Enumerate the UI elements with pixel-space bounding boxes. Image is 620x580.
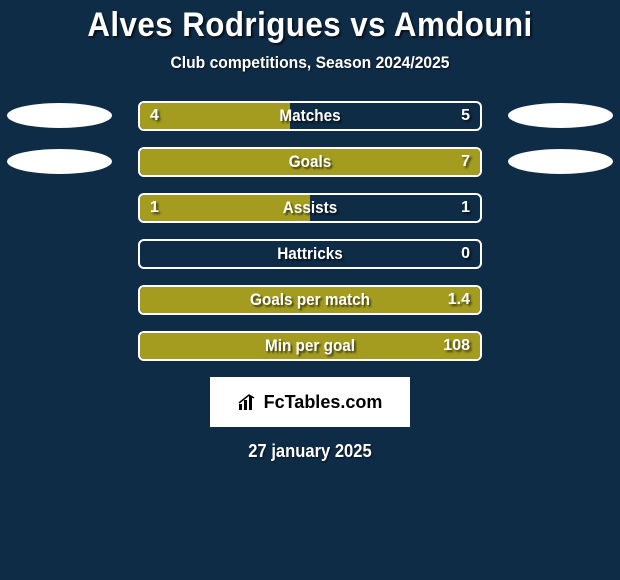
brand-label: FcTables.com [264, 392, 383, 413]
player-right-marker [508, 149, 613, 174]
stat-bar: 45Matches [138, 101, 482, 131]
stat-label: Min per goal [157, 333, 463, 359]
stat-bar: 0Hattricks [138, 239, 482, 269]
stat-row: 1.4Goals per match [0, 285, 620, 315]
chart-icon [238, 393, 260, 411]
stat-label: Assists [157, 195, 463, 221]
stat-label: Hattricks [157, 241, 463, 267]
stat-bar: 11Assists [138, 193, 482, 223]
stat-row: 108Min per goal [0, 331, 620, 361]
subtitle: Club competitions, Season 2024/2025 [25, 53, 595, 73]
stat-bar: 1.4Goals per match [138, 285, 482, 315]
stat-label: Goals per match [157, 287, 463, 313]
stat-row: 7Goals [0, 147, 620, 177]
stat-label: Matches [157, 103, 463, 129]
date-label: 27 january 2025 [25, 441, 595, 462]
stat-row: 0Hattricks [0, 239, 620, 269]
player-left-marker [7, 103, 112, 128]
stat-label: Goals [157, 149, 463, 175]
stat-row: 11Assists [0, 193, 620, 223]
stat-bar: 7Goals [138, 147, 482, 177]
brand-box: FcTables.com [210, 377, 410, 427]
infographic-container: Alves Rodrigues vs Amdouni Club competit… [0, 0, 620, 462]
stats-rows: 45Matches 7Goals 11Assists 0Hattricks 1.4Goa… [0, 101, 620, 361]
stat-row: 45Matches [0, 101, 620, 131]
page-title: Alves Rodrigues vs Amdouni [25, 6, 595, 45]
player-right-marker [508, 103, 613, 128]
player-left-marker [7, 149, 112, 174]
stat-bar: 108Min per goal [138, 331, 482, 361]
